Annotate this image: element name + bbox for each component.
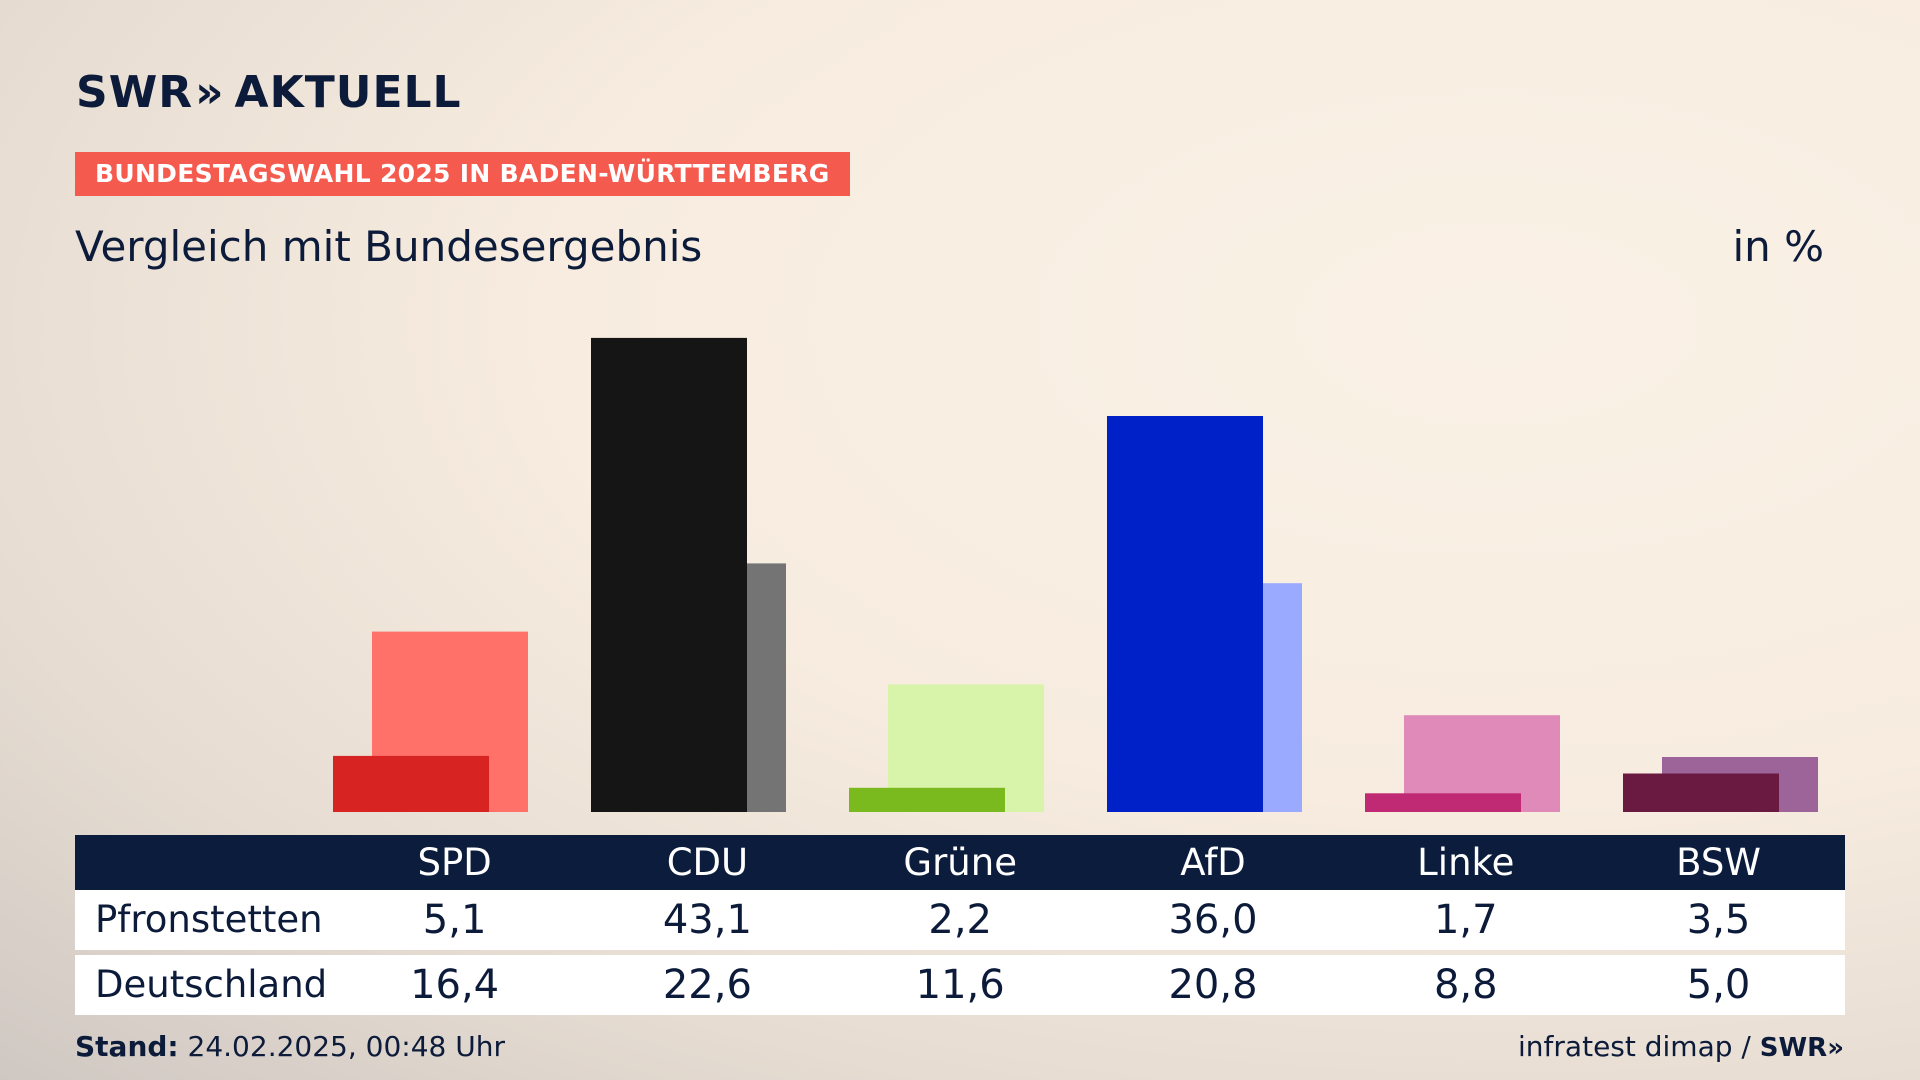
party-header: SPD — [417, 841, 492, 884]
bar-pfronstetten-grüne — [849, 787, 1005, 812]
stand-value: 24.02.2025, 00:48 Uhr — [187, 1030, 505, 1063]
stand-label: Stand: — [75, 1030, 179, 1063]
value-cell: 3,5 — [1686, 897, 1751, 943]
value-cell: 20,8 — [1168, 962, 1258, 1008]
chart-title: Vergleich mit Bundesergebnis — [75, 222, 703, 271]
party-header: Linke — [1417, 841, 1515, 884]
unit-label: in % — [1732, 222, 1824, 271]
value-cell: 22,6 — [662, 962, 752, 1008]
bar-pfronstetten-afd — [1107, 416, 1263, 812]
value-cell: 11,6 — [915, 962, 1005, 1008]
bar-pfronstetten-spd — [333, 755, 489, 812]
bar-pfronstetten-linke — [1365, 793, 1521, 812]
row-label: Pfronstetten — [95, 898, 323, 941]
swr-small-logo: SWR» — [1759, 1033, 1844, 1063]
party-header: Grüne — [903, 841, 1017, 884]
results-table: SPD CDU Grüne AfD Linke BSW Pfronstetten… — [75, 835, 1845, 1015]
value-cell: 8,8 — [1433, 962, 1498, 1008]
timestamp: Stand: 24.02.2025, 00:48 Uhr — [75, 1030, 505, 1063]
election-banner: BUNDESTAGSWAHL 2025 IN BADEN-WÜRTTEMBERG — [75, 152, 850, 196]
table-row-deutschland: Deutschland 16,4 22,6 11,6 20,8 8,8 5,0 — [75, 955, 1845, 1015]
party-header: CDU — [666, 841, 749, 884]
party-header: AfD — [1180, 841, 1246, 884]
value-cell: 43,1 — [662, 897, 752, 943]
value-cell: 5,1 — [422, 897, 487, 943]
table-row-pfronstetten: Pfronstetten 5,1 43,1 2,2 36,0 1,7 3,5 — [75, 890, 1845, 950]
value-cell: 36,0 — [1168, 897, 1258, 943]
source-text: infratest dimap / — [1518, 1030, 1751, 1063]
source-credit: infratest dimap / SWR» — [1518, 1030, 1844, 1063]
bar-pfronstetten-bsw — [1623, 773, 1779, 812]
bar-pfronstetten-cdu — [591, 337, 747, 812]
swr-aktuell-logo: SWR» AKTUELL — [76, 67, 462, 118]
party-header: BSW — [1676, 841, 1761, 884]
value-cell: 1,7 — [1433, 897, 1498, 943]
value-cell: 2,2 — [928, 897, 992, 943]
value-cell: 16,4 — [410, 962, 500, 1008]
value-cell: 5,0 — [1686, 962, 1751, 1008]
header-spacer — [75, 835, 328, 890]
row-label: Deutschland — [95, 963, 328, 1006]
table-header: SPD CDU Grüne AfD Linke BSW — [75, 835, 1845, 890]
